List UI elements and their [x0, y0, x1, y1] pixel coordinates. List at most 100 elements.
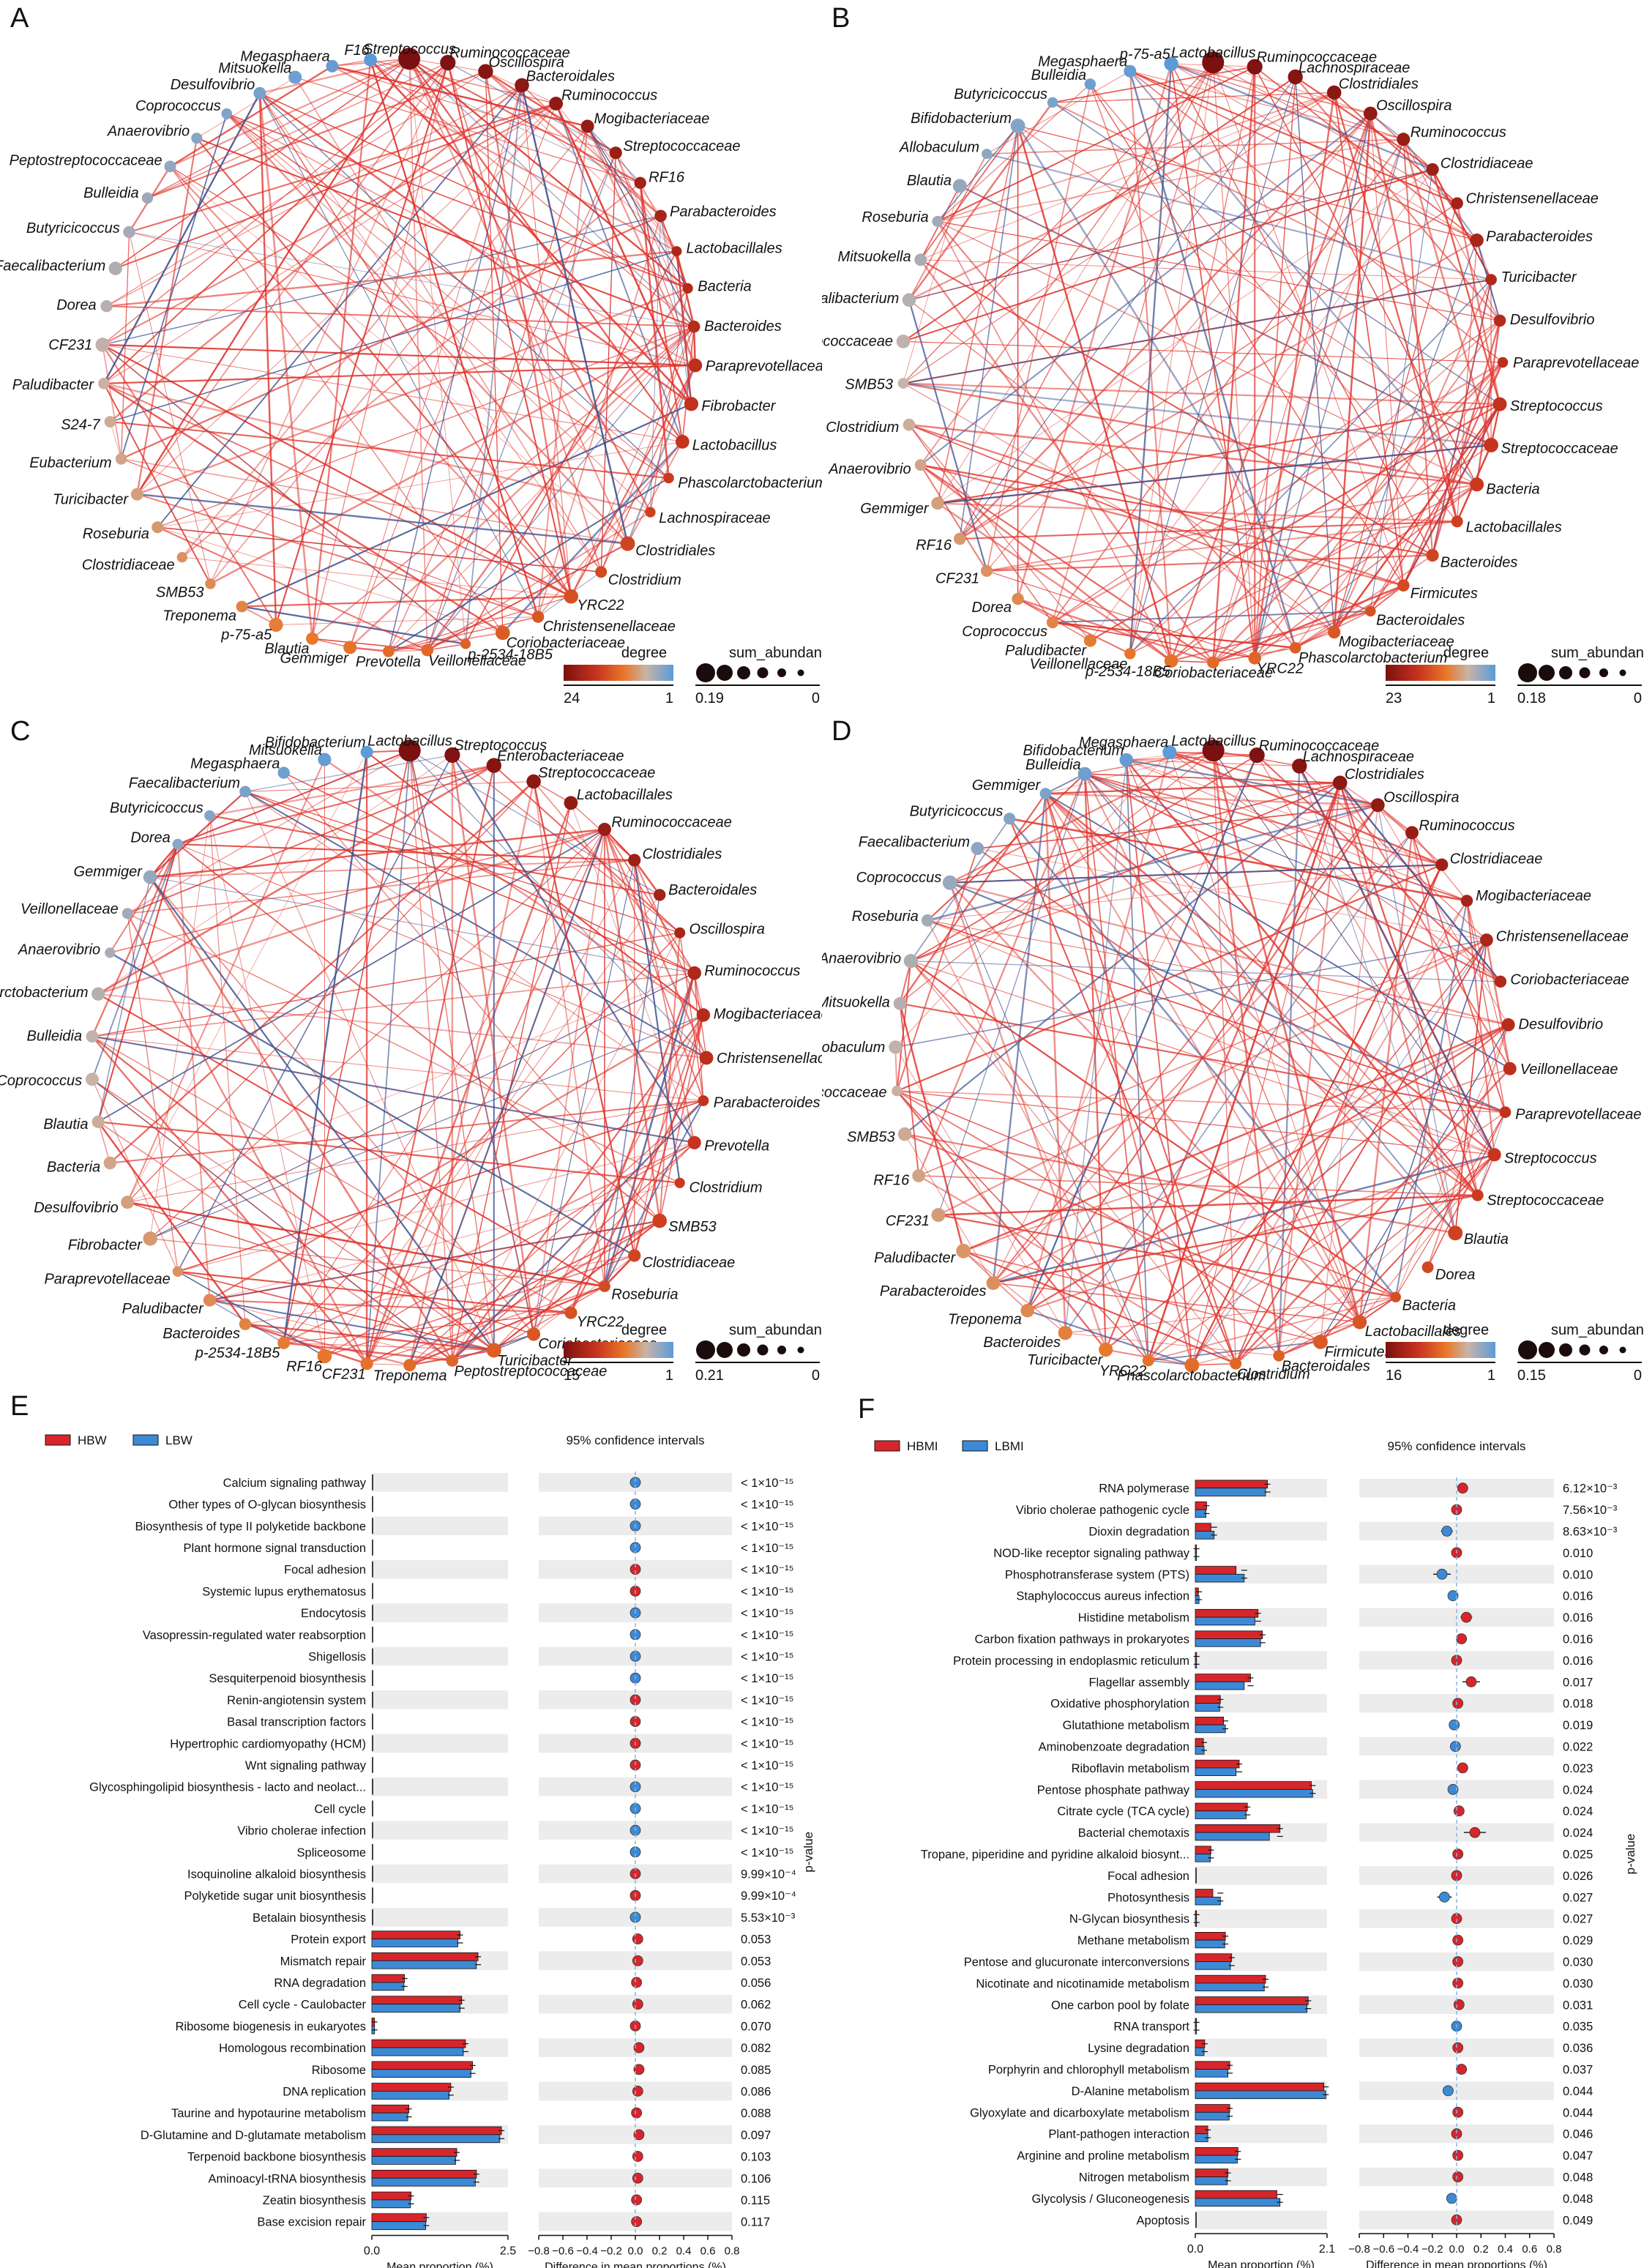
network-edge: [1129, 71, 1173, 661]
network-edge: [660, 215, 692, 404]
network-edge: [908, 423, 1477, 486]
network-edge: [987, 138, 1404, 155]
p-value: 7.56×10⁻³: [1563, 1504, 1618, 1517]
network-edges: [91, 750, 708, 1366]
network-edge: [1395, 1111, 1506, 1298]
network-edge: [1089, 83, 1296, 649]
p-value: 0.016: [1563, 1655, 1593, 1668]
network-node: [652, 1213, 667, 1228]
network-edge: [115, 102, 556, 269]
row-label: Citrate cycle (TCA cycle): [1057, 1805, 1189, 1818]
legend-abundance-circle: [1539, 1342, 1555, 1358]
network-node-label: Bacteroides: [1441, 555, 1518, 571]
row-label: Methane metabolism: [1077, 1934, 1189, 1947]
network-edge: [110, 829, 605, 954]
network-node-label: Desulfovibrio: [1510, 312, 1595, 328]
network-edge: [121, 458, 539, 618]
network-edge: [1320, 1154, 1495, 1343]
network-node: [931, 496, 944, 510]
network-edge: [102, 344, 122, 459]
network-node-label: Mitsuokella: [822, 994, 890, 1010]
right-tick-label: −0.4: [1397, 2243, 1419, 2256]
extended-error-bar-chart-e: HBW LBW 95% confidence intervals Calcium si…: [45, 1433, 815, 2268]
p-value: 0.044: [1563, 2106, 1593, 2119]
network-node: [100, 300, 113, 313]
network-edge: [451, 1100, 704, 1362]
row-band-left: [372, 1821, 508, 1840]
bar-group1: [1195, 1566, 1237, 1575]
bar-group2: [1195, 1832, 1270, 1841]
network-node: [203, 1294, 216, 1307]
p-value: 0.029: [1563, 1934, 1593, 1947]
bar-group2: [1195, 2069, 1228, 2078]
chart-row: Vasopressin-regulated water reabsorption…: [143, 1626, 793, 1643]
network-edge: [1334, 239, 1478, 633]
row-label: Other types of O-glycan biosynthesis: [168, 1499, 366, 1512]
network-node-label: CF231: [935, 571, 979, 587]
network-edge: [242, 595, 572, 608]
network-edge: [1129, 70, 1477, 241]
network-node: [699, 1051, 714, 1065]
diff-point: [1438, 1891, 1450, 1903]
row-label: Tropane, piperidine and pyridine alkaloi…: [921, 1849, 1189, 1862]
network-edge: [409, 750, 660, 895]
network-node: [444, 747, 460, 763]
row-label: Bacterial chemotaxis: [1078, 1827, 1189, 1840]
network-node-label: Streptococcus: [454, 738, 547, 754]
chart-row: Sesquiterpenoid biosynthesis < 1×10⁻¹⁵: [209, 1670, 793, 1686]
legend-abundance-circle: [797, 669, 804, 676]
bar-group2: [1195, 1982, 1265, 1992]
bar-group2: [1195, 1810, 1247, 1819]
network-edge: [244, 791, 495, 1351]
network-node-label: Mitsuokella: [249, 742, 322, 758]
network-node: [580, 119, 594, 133]
row-label: Porphyrin and chlorophyll metabolism: [988, 2064, 1189, 2077]
diff-point: [1441, 1526, 1453, 1537]
network-edge: [170, 58, 410, 168]
network-node: [675, 435, 690, 449]
network-panel-d: Lactobacillus RuminococcaceaeLachnospirac…: [822, 733, 1644, 1384]
chart-row: D-Glutamine and D-glutamate metabolism 0.…: [141, 2125, 771, 2144]
chart-row: Ribosome biogenesis in eukaryotes 0.070: [176, 2018, 771, 2034]
network-edge: [209, 1299, 571, 1314]
network-node: [446, 1354, 459, 1367]
diff-point: [632, 2151, 643, 2162]
legend-degree-max: 23: [1386, 690, 1402, 706]
row-label: Photosynthesis: [1107, 1891, 1189, 1904]
legend-group1-swatch: [874, 1440, 900, 1452]
network-edge: [1089, 83, 1458, 522]
network-edge: [919, 464, 1172, 662]
chart-row: Glyoxylate and dicarboxylate metabolism 0…: [970, 2104, 1593, 2121]
network-edge: [209, 764, 494, 817]
network-node: [1494, 975, 1507, 988]
network-edge: [986, 70, 1131, 154]
network-node-label: Lactobacillales: [577, 787, 673, 803]
network-node: [1083, 634, 1096, 647]
network-node-label: Firmicutes: [1324, 1344, 1391, 1360]
bar-group1: [371, 2191, 411, 2201]
network-edge: [452, 1142, 695, 1361]
row-label: Mismatch repair: [280, 1955, 367, 1968]
network-edge: [1370, 113, 1458, 522]
row-label: NOD-like receptor signaling pathway: [993, 1547, 1190, 1560]
network-edge: [959, 61, 1214, 540]
legend-degree-title: degree: [1443, 1322, 1489, 1338]
chart-row: DNA replication 0.086: [283, 2081, 771, 2101]
network-edge: [1395, 1024, 1509, 1298]
network-node-label: Roseburia: [611, 1287, 678, 1303]
network-node: [326, 59, 339, 72]
right-x-label: Difference in mean proportions (%): [1366, 2259, 1547, 2268]
p-value-axis-label: p-value: [1624, 1834, 1637, 1875]
network-edge: [1235, 1154, 1495, 1365]
network-edge: [1212, 138, 1405, 663]
network-edge: [157, 526, 602, 573]
network-node-label: Anaerovibrio: [107, 124, 190, 140]
network-node: [141, 192, 154, 204]
network-edge: [103, 383, 212, 584]
network-edge: [366, 750, 411, 1364]
legend-abundance-max: 0.19: [695, 690, 724, 706]
chart-row: Cell cycle < 1×10⁻¹⁵: [314, 1800, 793, 1817]
p-value: 0.018: [1563, 1698, 1593, 1711]
legend-abundance-min: 0: [812, 1368, 820, 1384]
network-node: [609, 146, 622, 160]
